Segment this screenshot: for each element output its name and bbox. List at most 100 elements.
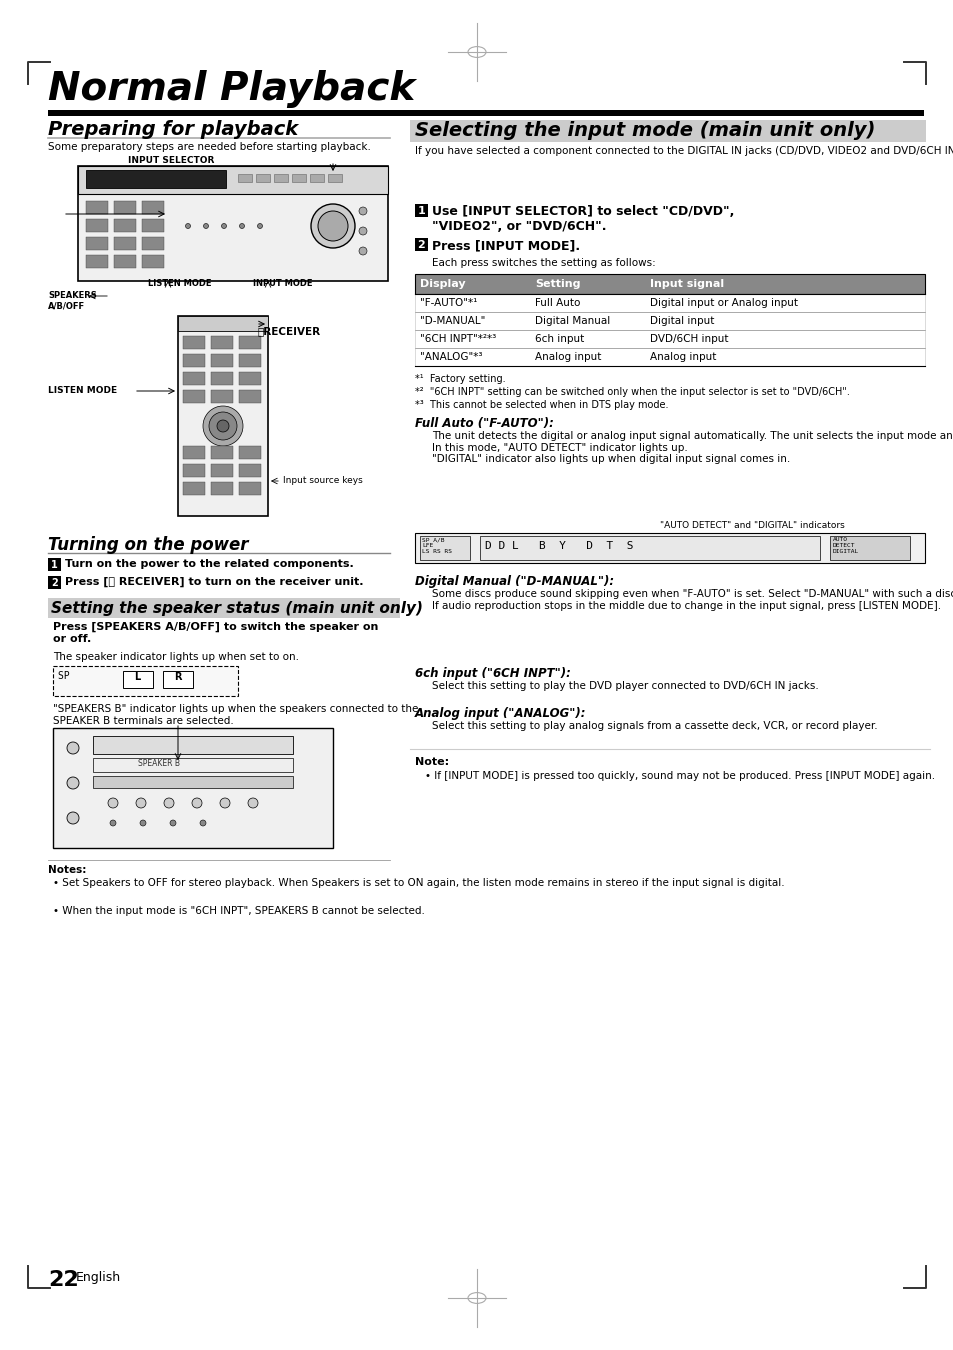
Text: Press [SPEAKERS A/B/OFF] to switch the speaker on
or off.: Press [SPEAKERS A/B/OFF] to switch the s… — [53, 622, 378, 644]
Text: LISTEN MODE: LISTEN MODE — [48, 386, 117, 396]
Text: 6ch input: 6ch input — [535, 333, 583, 344]
Ellipse shape — [248, 798, 257, 809]
Text: • When the input mode is "6CH INPT", SPEAKERS B cannot be selected.: • When the input mode is "6CH INPT", SPE… — [53, 906, 424, 917]
Text: Selecting the input mode (main unit only): Selecting the input mode (main unit only… — [415, 122, 875, 140]
Bar — [183, 464, 205, 477]
Text: Normal Playback: Normal Playback — [48, 70, 415, 108]
Text: 1: 1 — [51, 559, 58, 570]
Bar — [415, 533, 924, 563]
Bar — [211, 390, 233, 404]
Text: Select this setting to play the DVD player connected to DVD/6CH IN jacks.: Select this setting to play the DVD play… — [432, 680, 818, 691]
Text: LISTEN MODE: LISTEN MODE — [148, 279, 212, 288]
Ellipse shape — [239, 224, 244, 228]
Text: 2: 2 — [417, 239, 425, 250]
Bar — [415, 204, 428, 217]
Ellipse shape — [358, 207, 367, 215]
Bar — [415, 294, 924, 312]
Bar — [86, 201, 108, 215]
Ellipse shape — [67, 778, 79, 788]
Text: Setting the speaker status (main unit only): Setting the speaker status (main unit on… — [51, 601, 422, 616]
Text: Turning on the power: Turning on the power — [48, 536, 248, 554]
Bar — [53, 666, 237, 697]
Ellipse shape — [170, 819, 175, 826]
Text: Input signal: Input signal — [649, 279, 723, 289]
Text: Press [ⓨ RECEIVER] to turn on the receiver unit.: Press [ⓨ RECEIVER] to turn on the receiv… — [65, 576, 363, 587]
Text: INPUT MODE: INPUT MODE — [253, 279, 313, 288]
Bar — [86, 170, 226, 188]
Text: AUTO
DETECT
DIGITAL: AUTO DETECT DIGITAL — [832, 537, 859, 554]
Text: Some preparatory steps are needed before starting playback.: Some preparatory steps are needed before… — [48, 142, 371, 153]
Bar — [239, 390, 261, 404]
Bar — [78, 166, 388, 194]
Text: "AUTO DETECT" and "DIGITAL" indicators: "AUTO DETECT" and "DIGITAL" indicators — [659, 521, 843, 531]
Text: • If [INPUT MODE] is pressed too quickly, sound may not be produced. Press [INPU: • If [INPUT MODE] is pressed too quickly… — [424, 771, 934, 782]
Text: Some discs produce sound skipping even when "F-AUTO" is set. Select "D-MANUAL" w: Some discs produce sound skipping even w… — [432, 589, 953, 610]
Text: ⓨRECEIVER: ⓨRECEIVER — [257, 325, 321, 336]
Text: Select this setting to play analog signals from a cassette deck, VCR, or record : Select this setting to play analog signa… — [432, 721, 877, 730]
Bar — [113, 255, 136, 269]
Text: SP: SP — [58, 671, 88, 680]
Text: 1: 1 — [417, 205, 425, 216]
Text: The speaker indicator lights up when set to on.: The speaker indicator lights up when set… — [53, 652, 298, 662]
Ellipse shape — [67, 811, 79, 824]
Bar — [239, 336, 261, 350]
Ellipse shape — [358, 247, 367, 255]
Ellipse shape — [110, 819, 116, 826]
Text: Each press switches the setting as follows:: Each press switches the setting as follo… — [432, 258, 655, 269]
Text: Digital Manual: Digital Manual — [535, 316, 610, 325]
Bar — [178, 316, 268, 516]
Bar — [178, 316, 268, 331]
Text: "ANALOG"*³: "ANALOG"*³ — [419, 352, 482, 362]
Bar — [113, 238, 136, 250]
Text: Turn on the power to the related components.: Turn on the power to the related compone… — [65, 559, 354, 568]
Bar — [183, 373, 205, 385]
Bar — [211, 464, 233, 477]
Text: Analog input: Analog input — [535, 352, 600, 362]
Bar — [86, 219, 108, 232]
Bar — [86, 255, 108, 269]
Bar — [328, 174, 341, 182]
Ellipse shape — [311, 204, 355, 248]
Bar — [183, 354, 205, 367]
Ellipse shape — [108, 798, 118, 809]
Bar — [292, 174, 306, 182]
Bar — [113, 201, 136, 215]
Bar — [53, 728, 333, 848]
Bar — [274, 174, 288, 182]
Ellipse shape — [164, 798, 173, 809]
Text: SPEAKERS
A/B/OFF: SPEAKERS A/B/OFF — [48, 292, 96, 311]
Text: Input source keys: Input source keys — [283, 477, 362, 485]
Text: English: English — [76, 1270, 121, 1284]
Text: 2: 2 — [51, 578, 58, 587]
Bar — [415, 274, 924, 294]
Text: D D L   B  Y   D  T  S: D D L B Y D T S — [484, 541, 633, 551]
Text: *³  This cannot be selected when in DTS play mode.: *³ This cannot be selected when in DTS p… — [415, 400, 668, 410]
Text: Note:: Note: — [415, 757, 449, 767]
Text: "D-MANUAL": "D-MANUAL" — [419, 316, 485, 325]
Ellipse shape — [221, 224, 226, 228]
Text: L: L — [133, 672, 140, 682]
Ellipse shape — [192, 798, 202, 809]
Text: Digital Manual ("D-MANUAL"):: Digital Manual ("D-MANUAL"): — [415, 575, 614, 589]
Bar — [415, 348, 924, 366]
Bar — [113, 219, 136, 232]
Bar — [78, 166, 388, 281]
Text: Use [INPUT SELECTOR] to select "CD/DVD",
"VIDEO2", or "DVD/6CH".: Use [INPUT SELECTOR] to select "CD/DVD",… — [432, 205, 734, 234]
Text: Setting: Setting — [535, 279, 579, 289]
Bar — [92, 776, 293, 788]
Ellipse shape — [140, 819, 146, 826]
Bar — [237, 174, 252, 182]
Bar — [86, 238, 108, 250]
Text: If you have selected a component connected to the DIGITAL IN jacks (CD/DVD, VIDE: If you have selected a component connect… — [415, 146, 953, 157]
Bar — [183, 336, 205, 350]
Text: "6CH INPT"*²*³: "6CH INPT"*²*³ — [419, 333, 496, 344]
Bar — [410, 120, 925, 142]
Bar — [183, 482, 205, 495]
Bar — [415, 312, 924, 329]
Bar — [211, 336, 233, 350]
Ellipse shape — [200, 819, 206, 826]
Bar — [48, 109, 923, 116]
Bar — [419, 536, 470, 560]
Text: Press [INPUT MODE].: Press [INPUT MODE]. — [432, 239, 579, 252]
Text: Digital input or Analog input: Digital input or Analog input — [649, 298, 797, 308]
